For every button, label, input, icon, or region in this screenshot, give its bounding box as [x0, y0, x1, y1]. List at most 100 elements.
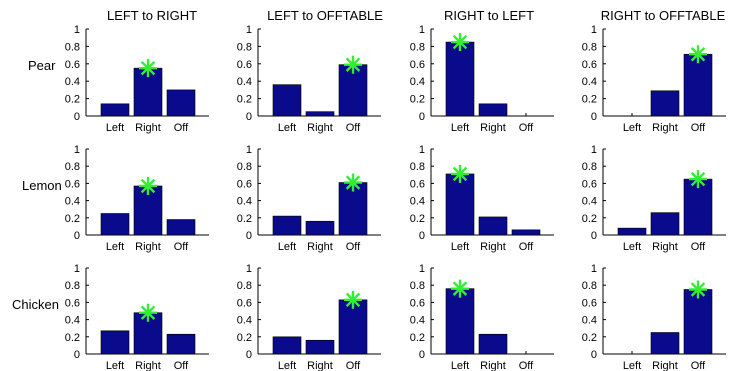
- y-tick-label: 1: [246, 263, 252, 275]
- row-label-pear: Pear: [28, 58, 56, 73]
- column-titles: LEFT to RIGHT LEFT to OFFTABLE RIGHT to …: [107, 8, 726, 23]
- y-tick-label: 0.4: [65, 76, 80, 88]
- category-label-left: Left: [623, 241, 641, 253]
- category-label-off: Off: [519, 360, 534, 371]
- bar-off: [338, 299, 368, 355]
- y-tick-label: 0.2: [237, 332, 252, 344]
- bar-right: [305, 220, 335, 236]
- y-tick-label: 0.2: [582, 213, 597, 225]
- category-label-off: Off: [174, 241, 189, 253]
- bar-left: [445, 288, 475, 355]
- bar-right: [478, 333, 508, 355]
- y-tick-label: 0.4: [237, 76, 252, 88]
- bar-right: [650, 90, 680, 117]
- bar-left: [100, 103, 130, 117]
- star-stroke: [345, 292, 361, 308]
- y-tick-label: 1: [419, 263, 425, 275]
- category-label-off: Off: [519, 122, 534, 134]
- y-tick-label: 0.2: [410, 213, 425, 225]
- category-label-right: Right: [135, 241, 161, 253]
- category-label-right: Right: [307, 122, 333, 134]
- y-tick-label: 0.8: [237, 280, 252, 292]
- bar-off: [683, 289, 713, 355]
- y-tick-label: 1: [419, 24, 425, 36]
- y-tick-label: 0.4: [410, 315, 425, 327]
- bar-off: [683, 178, 713, 236]
- category-label-right: Right: [480, 360, 506, 371]
- star-stroke: [140, 60, 156, 76]
- y-tick-label: 0.2: [65, 94, 80, 106]
- green-star-marker: [344, 173, 362, 192]
- green-star-marker: [451, 33, 469, 52]
- category-label-left: Left: [278, 241, 296, 253]
- y-tick-label: 0.4: [582, 196, 597, 208]
- y-tick-label: 0.4: [65, 315, 80, 327]
- category-label-off: Off: [519, 241, 534, 253]
- bar-right: [478, 103, 508, 117]
- y-tick-label: 0.2: [582, 94, 597, 106]
- panel-lemon-right-to-offtable: 0 0.2 0.4 0.6 0.8 1 Left Right Off: [582, 144, 726, 253]
- y-tick-label: 0.8: [237, 161, 252, 173]
- green-star-marker: [451, 164, 469, 183]
- bar-left: [272, 215, 302, 236]
- column-title-left-to-offtable: LEFT to OFFTABLE: [267, 8, 383, 23]
- panel-lemon-left-to-right: 0 0.2 0.4 0.6 0.8 1 Left Right Off: [65, 144, 209, 253]
- green-star-marker: [139, 59, 157, 78]
- bar-left: [272, 336, 302, 355]
- panel-pear-right-to-left: 0 0.2 0.4 0.6 0.8 1 Left Right Off: [410, 24, 554, 134]
- category-label-left: Left: [451, 360, 469, 371]
- category-label-off: Off: [691, 122, 706, 134]
- bar-off: [166, 333, 196, 355]
- category-label-right: Right: [652, 122, 678, 134]
- bar-off: [166, 89, 196, 117]
- y-tick-label: 0: [246, 349, 252, 361]
- category-label-off: Off: [346, 122, 361, 134]
- y-tick-label: 0.6: [582, 297, 597, 309]
- y-tick-label: 0.6: [410, 59, 425, 71]
- star-stroke: [140, 178, 156, 194]
- y-tick-label: 0.8: [65, 280, 80, 292]
- green-star-marker: [689, 280, 707, 299]
- category-label-left: Left: [278, 360, 296, 371]
- category-label-off: Off: [691, 241, 706, 253]
- category-label-right: Right: [652, 360, 678, 371]
- bar-right: [478, 216, 508, 236]
- y-tick-label: 1: [419, 144, 425, 156]
- y-tick-label: 0: [419, 111, 425, 123]
- panel-lemon-right-to-left: 0 0.2 0.4 0.6 0.8 1 Left Right Off: [410, 144, 554, 253]
- category-label-left: Left: [278, 122, 296, 134]
- y-tick-label: 0.8: [410, 280, 425, 292]
- column-title-right-to-offtable: RIGHT to OFFTABLE: [601, 8, 726, 23]
- category-label-right: Right: [307, 241, 333, 253]
- y-tick-label: 0: [419, 230, 425, 242]
- y-tick-label: 0.8: [237, 41, 252, 53]
- y-tick-label: 0.6: [410, 178, 425, 190]
- category-label-left: Left: [451, 241, 469, 253]
- green-star-marker: [689, 170, 707, 189]
- y-tick-label: 0: [74, 111, 80, 123]
- y-tick-label: 0.6: [410, 297, 425, 309]
- panel-chicken-right-to-offtable: 0 0.2 0.4 0.6 0.8 1 Left Right Off: [582, 263, 726, 371]
- y-tick-label: 0: [74, 230, 80, 242]
- green-star-marker: [451, 279, 469, 298]
- y-tick-label: 1: [74, 263, 80, 275]
- y-tick-label: 0.8: [410, 161, 425, 173]
- y-tick-label: 0.8: [582, 280, 597, 292]
- category-label-right: Right: [307, 360, 333, 371]
- star-stroke: [452, 166, 468, 182]
- category-label-right: Right: [480, 241, 506, 253]
- y-tick-label: 0: [591, 349, 597, 361]
- y-tick-label: 0.2: [410, 94, 425, 106]
- y-tick-label: 0: [591, 230, 597, 242]
- bar-off: [683, 53, 713, 117]
- chart-panels: 0 0.2 0.4 0.6 0.8 1 Left Right Off 0 0.2 0.4 0.6 0.8 1…: [65, 24, 726, 371]
- y-tick-label: 0.8: [410, 41, 425, 53]
- y-tick-label: 0.6: [237, 59, 252, 71]
- panel-chicken-right-to-left: 0 0.2 0.4 0.6 0.8 1 Left Right Off: [410, 263, 554, 371]
- green-star-marker: [139, 303, 157, 322]
- y-tick-label: 0.8: [65, 161, 80, 173]
- star-stroke: [690, 47, 706, 62]
- y-tick-label: 0.6: [65, 297, 80, 309]
- bar-left: [445, 41, 475, 117]
- row-label-chicken: Chicken: [12, 297, 59, 312]
